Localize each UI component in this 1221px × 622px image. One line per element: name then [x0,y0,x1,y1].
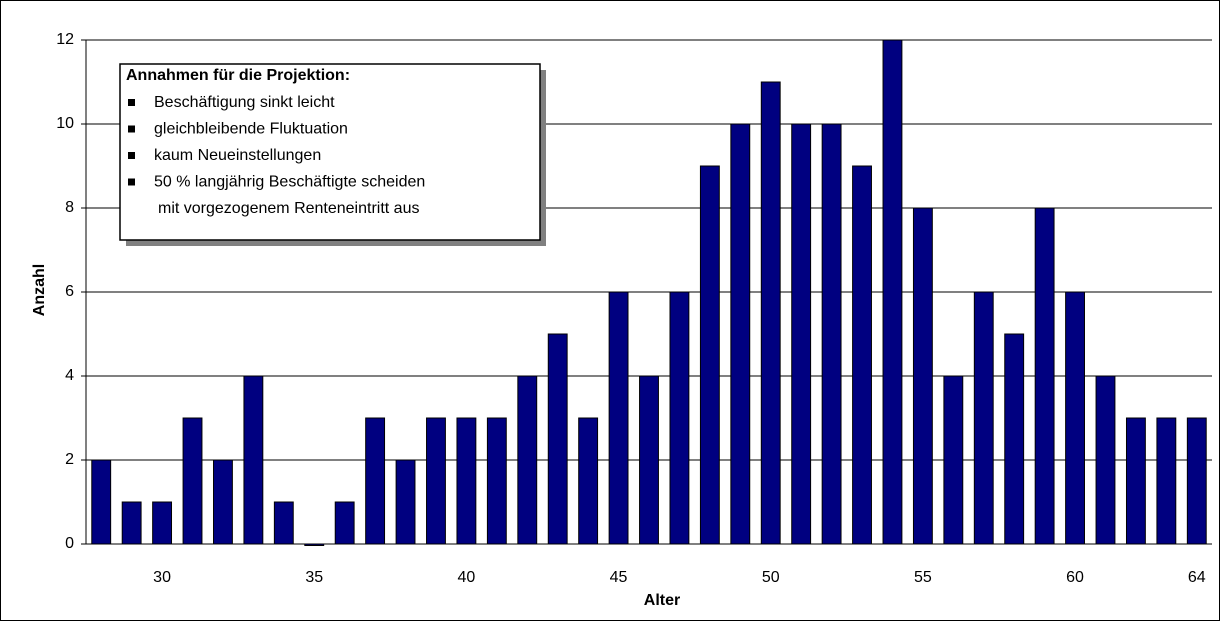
y-tick-label: 10 [56,115,74,132]
bar [852,165,872,545]
x-axis-title: Alter [644,592,680,609]
bar [1095,375,1116,545]
bar [730,123,751,545]
bar [273,501,294,545]
bar [578,417,599,545]
x-tick-label: 64 [1188,569,1206,586]
bar [973,291,994,545]
y-tick-label: 4 [65,367,74,384]
x-tick-label: 60 [1066,569,1084,586]
annotation-bullet [128,178,135,186]
bar [639,375,659,545]
bar [456,417,477,545]
y-tick-label: 0 [65,535,74,552]
bar [669,291,690,545]
annotation-box [119,63,541,241]
annotation-item: Beschäftigung sinkt leicht [154,94,335,111]
bar [486,417,507,545]
annotation-bullet [128,125,135,133]
y-tick-label: 2 [65,451,74,468]
bar [152,501,173,545]
bar [243,375,264,545]
y-axis-title: Anzahl [31,264,48,316]
bar [395,459,416,545]
bar [882,39,903,545]
bar [821,123,842,545]
bar [760,81,781,545]
annotation-bullet [128,152,135,159]
bar [1065,291,1085,545]
x-tick-label: 55 [914,569,932,586]
bar [334,501,355,545]
bar [547,333,568,545]
annotation-item: gleichbleibende Fluktuation [154,121,348,138]
bar [608,291,629,545]
y-tick-label: 8 [65,199,74,216]
bar [699,165,720,545]
bar [1156,417,1177,545]
annotation-bullet [128,99,135,106]
x-tick-label: 35 [305,569,323,586]
annotation-item: 50 % langjährig Beschäftigte scheiden [154,174,425,191]
x-tick-label: 45 [610,569,628,586]
bar [213,459,233,545]
annotation-item: mit vorgezogenem Renteneintritt aus [158,200,419,217]
bar [182,417,203,545]
bar [1125,417,1146,545]
bar [1004,333,1025,545]
bar [426,417,446,545]
annotation-item: kaum Neueinstellungen [154,147,321,164]
bar [121,501,142,545]
x-tick-label: 50 [762,569,780,586]
bar [791,123,812,545]
bar [943,375,964,545]
x-tick-label: 30 [153,569,171,586]
y-tick-label: 12 [56,31,74,48]
bar [365,417,386,545]
bar [1034,207,1055,545]
y-tick-label: 6 [65,283,74,300]
annotation-title: Annahmen für die Projektion: [126,67,350,84]
bar [912,207,933,545]
x-tick-label: 40 [458,569,476,586]
bar [517,375,538,545]
bar [91,459,112,545]
bar [304,543,325,546]
bar [1186,417,1207,545]
